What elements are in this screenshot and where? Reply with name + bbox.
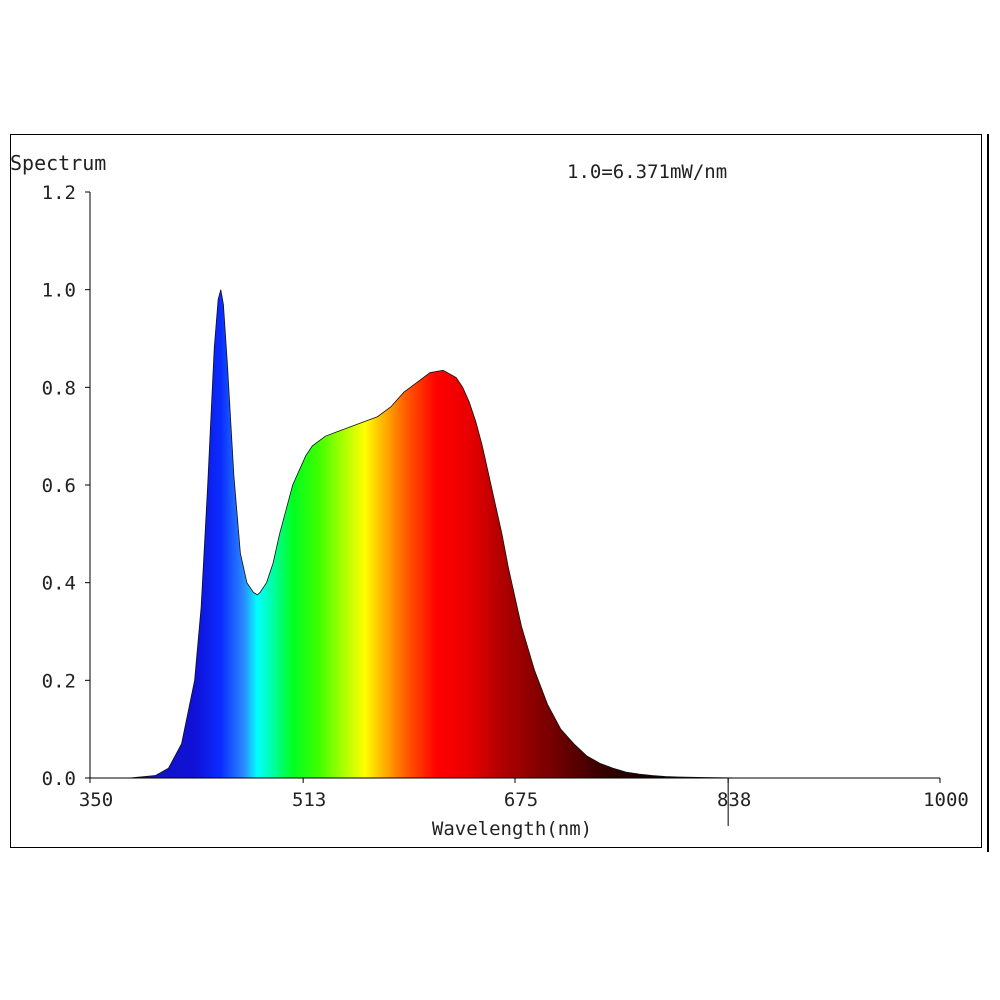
y-tick-label: 0.2 — [42, 670, 76, 692]
spectrum-area — [90, 289, 940, 778]
x-tick-label: 675 — [504, 789, 538, 811]
axes — [85, 191, 941, 826]
spectrum-line — [90, 289, 940, 779]
y-tick-label: 0.8 — [42, 377, 76, 399]
y-tick-label: 0.0 — [42, 768, 76, 790]
y-tick-label: 1.0 — [42, 280, 76, 302]
x-tick-label: 838 — [717, 789, 751, 811]
x-tick-labels: 350 513 675 838 1000 — [79, 789, 969, 811]
scale-note: 1.0=6.371mW/nm — [567, 161, 727, 183]
x-tick-label: 1000 — [923, 789, 969, 811]
y-tick-label: 0.6 — [42, 475, 76, 497]
y-tick-labels: 0.0 0.2 0.4 0.6 0.8 1.0 1.2 — [42, 182, 76, 790]
x-tick-label: 350 — [79, 789, 113, 811]
window-right-edge — [987, 134, 989, 852]
chart-frame — [10, 134, 982, 848]
y-tick-label: 1.2 — [42, 182, 76, 204]
y-tick-label: 0.4 — [42, 573, 76, 595]
chart-title: Spectrum — [10, 151, 106, 175]
x-tick-label: 513 — [292, 789, 326, 811]
spectrum-area-group — [90, 289, 940, 779]
x-axis-label: Wavelength(nm) — [432, 818, 592, 840]
